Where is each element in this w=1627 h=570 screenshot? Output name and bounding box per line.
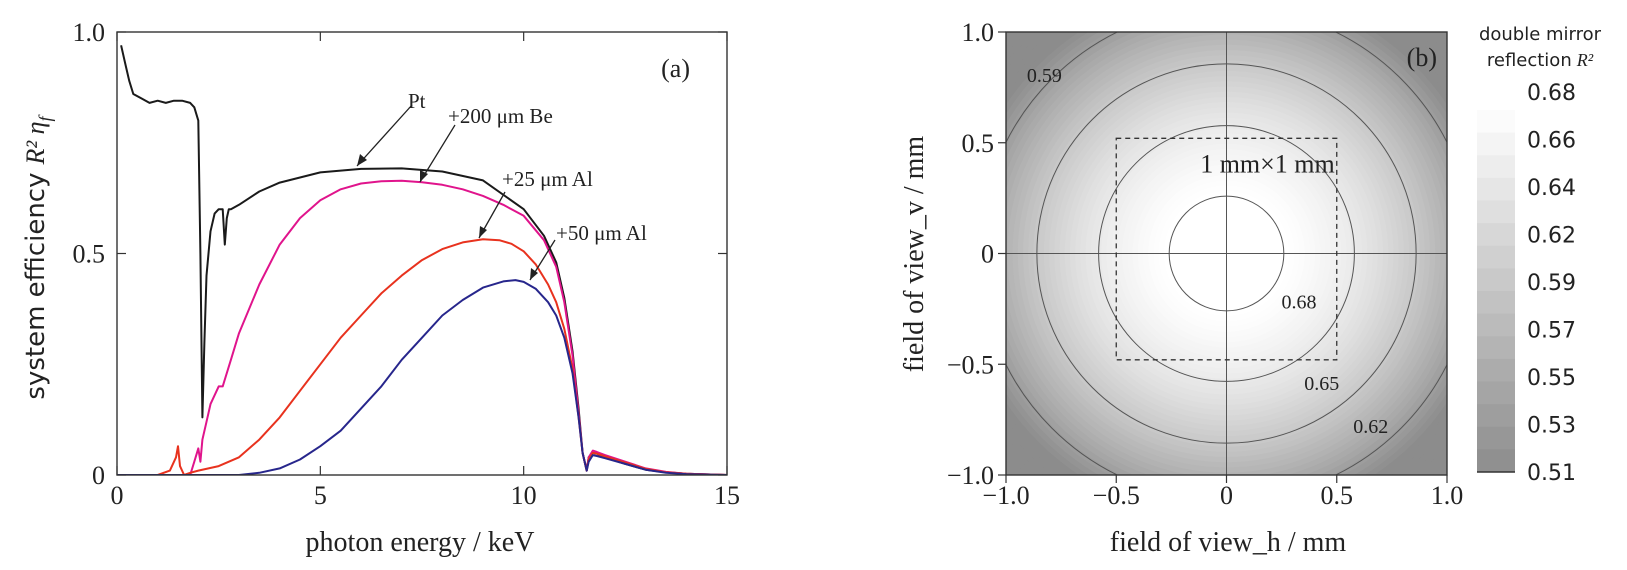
x-tick-label: −1.0 bbox=[982, 481, 1029, 510]
colorbar-title-text: reflection bbox=[1487, 50, 1572, 71]
contour-line bbox=[1098, 125, 1355, 382]
y-tick-label: 0.5 bbox=[962, 129, 995, 158]
colorbar-title-line1: double mirror bbox=[1479, 24, 1602, 45]
series-line-3 bbox=[117, 279, 727, 475]
colorbar-band bbox=[1477, 449, 1515, 473]
y-tick-label: 0 bbox=[92, 461, 105, 490]
x-tick-label: 5 bbox=[314, 481, 327, 510]
colorbar-label: 0.59 bbox=[1527, 271, 1576, 296]
panel-b-y-ticks: −1.0 −0.5 0 0.5 1.0 bbox=[947, 18, 1006, 490]
colorbar-label: 0.68 bbox=[1527, 81, 1576, 106]
colorbar-band bbox=[1477, 268, 1515, 292]
y-axis-title-subscript: f bbox=[35, 113, 55, 121]
series-label-al50: +50 μm Al bbox=[556, 221, 647, 245]
x-tick-label: −0.5 bbox=[1093, 481, 1140, 510]
panel-b-x-ticks: −1.0 −0.5 0 0.5 1.0 bbox=[982, 475, 1463, 510]
panel-a-x-ticks: 0 5 10 15 bbox=[111, 32, 740, 510]
colorbar-band bbox=[1477, 155, 1515, 179]
colorbar: double mirror reflection R² 0.680.660.640… bbox=[1477, 24, 1602, 486]
colorbar-band bbox=[1477, 336, 1515, 360]
colorbar-label: 0.57 bbox=[1527, 319, 1576, 344]
panel-a-y-axis-title: system efficiency R² ηf bbox=[21, 113, 55, 399]
colorbar-bands bbox=[1477, 110, 1515, 473]
contour-label: 0.68 bbox=[1281, 291, 1316, 313]
colorbar-band bbox=[1477, 200, 1515, 224]
y-tick-label: −0.5 bbox=[947, 350, 994, 379]
x-tick-label: 1.0 bbox=[1431, 481, 1464, 510]
x-tick-label: 0 bbox=[1220, 481, 1233, 510]
y-tick-label: 1.0 bbox=[73, 18, 106, 47]
y-tick-label: 1.0 bbox=[962, 18, 995, 47]
y-axis-title-text: system efficiency bbox=[21, 173, 51, 400]
x-tick-label: 0.5 bbox=[1321, 481, 1354, 510]
colorbar-label: 0.66 bbox=[1527, 129, 1576, 154]
series-line-1 bbox=[117, 179, 727, 475]
colorbar-band bbox=[1477, 404, 1515, 428]
annotation-box bbox=[1115, 137, 1338, 361]
colorbar-band bbox=[1477, 245, 1515, 269]
colorbar-label: 0.62 bbox=[1527, 224, 1576, 249]
contour-line bbox=[1036, 63, 1417, 444]
panel-b-y-axis-title: field of view_v / mm bbox=[899, 136, 930, 373]
colorbar-band bbox=[1477, 223, 1515, 247]
colorbar-title-symbol: R² bbox=[1576, 50, 1594, 70]
panel-a-line-chart: 0 5 10 15 0 0.5 1.0 (a) photon energy / keV s… bbox=[21, 18, 740, 558]
colorbar-band bbox=[1477, 132, 1515, 156]
panel-b-label: (b) bbox=[1407, 43, 1437, 72]
panel-a-annotations: Pt +200 μm Be +25 μm Al +50 μm Al bbox=[356, 89, 647, 281]
x-tick-label: 0 bbox=[111, 481, 124, 510]
panel-a-x-axis-title: photon energy / keV bbox=[306, 527, 535, 558]
colorbar-band bbox=[1477, 291, 1515, 315]
series-line-2 bbox=[117, 238, 727, 475]
x-tick-label: 15 bbox=[714, 481, 740, 510]
y-tick-label: −1.0 bbox=[947, 461, 994, 490]
colorbar-label: 0.55 bbox=[1527, 366, 1576, 391]
panel-b-contour-map: 0.68 0.65 0.62 0.59 −1.0 −0.5 0 0.5 1.0 −1.0 −0.… bbox=[899, 18, 1602, 558]
series-label-be: +200 μm Be bbox=[448, 104, 553, 128]
colorbar-label: 0.53 bbox=[1527, 414, 1576, 439]
colorbar-band bbox=[1477, 110, 1515, 134]
colorbar-band bbox=[1477, 358, 1515, 382]
panel-b-x-axis-title: field of view_h / mm bbox=[1110, 527, 1347, 558]
colorbar-band bbox=[1477, 381, 1515, 405]
colorbar-label: 0.51 bbox=[1527, 461, 1576, 486]
panel-a-plot-area bbox=[117, 45, 727, 475]
colorbar-band bbox=[1477, 313, 1515, 337]
colorbar-band bbox=[1477, 426, 1515, 450]
series-label-pt: Pt bbox=[408, 89, 426, 113]
colorbar-title-line2: reflection R² bbox=[1487, 50, 1594, 71]
panel-b-plot-area: 0.68 0.65 0.62 0.59 bbox=[1006, 32, 1447, 475]
annotation-box-label: 1 mm×1 mm bbox=[1200, 149, 1335, 178]
colorbar-labels: 0.68 0.66 0.64 0.62 0.59 0.57 0.55 0.53 0.51 bbox=[1527, 81, 1576, 486]
x-tick-label: 10 bbox=[511, 481, 537, 510]
contour-label: 0.62 bbox=[1353, 416, 1388, 438]
y-tick-label: 0 bbox=[981, 240, 994, 269]
panel-a-y-ticks: 0 0.5 1.0 bbox=[73, 18, 727, 490]
contour-label: 0.65 bbox=[1304, 373, 1339, 395]
panel-a-label: (a) bbox=[661, 54, 690, 83]
series-label-al25: +25 μm Al bbox=[502, 167, 593, 191]
contour-label: 0.59 bbox=[1027, 65, 1062, 87]
contour-line bbox=[1168, 195, 1285, 312]
y-tick-label: 0.5 bbox=[73, 240, 106, 269]
colorbar-label: 0.64 bbox=[1527, 176, 1576, 201]
y-axis-title-symbol: R² η bbox=[21, 121, 50, 165]
colorbar-band bbox=[1477, 177, 1515, 201]
